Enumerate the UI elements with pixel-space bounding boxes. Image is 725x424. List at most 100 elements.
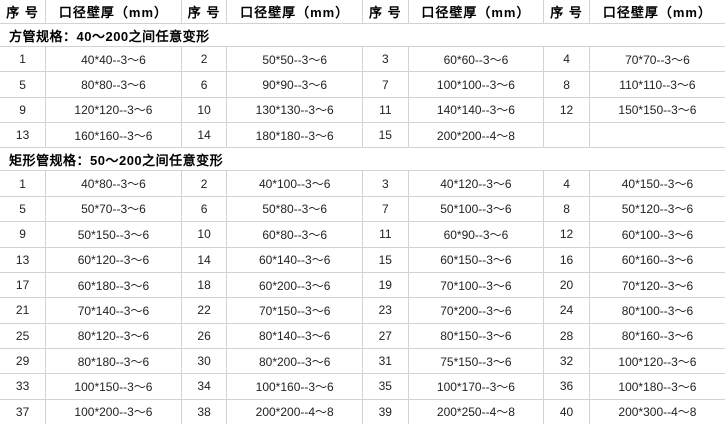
spec-cell: 200*300--4～8 [588, 398, 725, 424]
serial-cell: 14 [180, 122, 228, 149]
serial-cell: 9 [0, 96, 47, 124]
serial-cell: 8 [543, 195, 590, 223]
serial-cell: 12 [543, 96, 590, 124]
spec-cell: 50*80--3～6 [226, 195, 363, 223]
serial-cell: 2 [180, 45, 228, 73]
section-title: 矩形管规格：50～200之间任意变形 [0, 147, 725, 172]
spec-cell: 75*150--3～6 [407, 347, 545, 375]
spec-cell: 40*80--3～6 [45, 170, 182, 197]
serial-cell: 23 [361, 297, 409, 324]
serial-cell: 37 [0, 398, 47, 424]
serial-cell: 28 [543, 322, 590, 349]
serial-cell: 29 [0, 347, 47, 375]
spec-cell: 100*100--3～6 [407, 71, 545, 98]
table-row: 5 80*80--3～6 6 90*90--3～6 7 100*100--3～6 8 110*… [0, 71, 725, 98]
serial-cell: 9 [0, 221, 47, 248]
serial-cell: 11 [361, 221, 409, 248]
spec-cell: 80*150--3～6 [407, 322, 545, 349]
section-title: 方管规格：40～200之间任意变形 [0, 23, 725, 47]
serial-cell: 1 [0, 170, 47, 197]
serial-cell: 34 [180, 373, 228, 400]
serial-cell: 14 [180, 246, 228, 273]
spec-cell: 50*50--3～6 [226, 45, 363, 73]
serial-cell: 6 [180, 71, 228, 98]
serial-cell: 18 [180, 271, 228, 299]
table-row: 5 50*70--3～6 6 50*80--3～6 7 50*100--3～6 8 50*12… [0, 195, 725, 223]
serial-cell: 25 [0, 322, 47, 349]
spec-cell: 70*100--3～6 [407, 271, 545, 299]
column-header-spec: 口径壁厚（mm） [226, 0, 363, 24]
serial-cell: 32 [543, 347, 590, 375]
table-row: 25 80*120--3～6 26 80*140--3～6 27 80*150--3～6 2… [0, 322, 725, 349]
spec-cell: 130*130--3～6 [226, 96, 363, 124]
spec-cell: 100*160--3～6 [226, 373, 363, 400]
spec-cell: 50*120--3～6 [588, 195, 725, 223]
spec-cell: 200*200--4～8 [226, 398, 363, 424]
serial-cell: 40 [543, 398, 590, 424]
spec-cell: 100*120--3～6 [588, 347, 725, 375]
spec-cell: 70*120--3～6 [588, 271, 725, 299]
serial-cell: 11 [361, 96, 409, 124]
serial-cell: 10 [180, 96, 228, 124]
spec-cell [588, 122, 725, 149]
spec-cell: 100*180--3～6 [588, 373, 725, 400]
serial-cell: 26 [180, 322, 228, 349]
spec-cell: 60*140--3～6 [226, 246, 363, 273]
serial-cell: 3 [361, 170, 409, 197]
spec-cell: 80*120--3～6 [45, 322, 182, 349]
serial-cell: 4 [543, 45, 590, 73]
spec-cell: 110*110--3～6 [588, 71, 725, 98]
spec-cell: 60*100--3～6 [588, 221, 725, 248]
table-row: 21 70*140--3～6 22 70*150--3～6 23 70*200--3～6 2… [0, 297, 725, 324]
spec-cell: 120*120--3～6 [45, 96, 182, 124]
column-header-serial: 序 号 [180, 0, 228, 24]
section-title-row: 方管规格：40～200之间任意变形 [0, 23, 725, 47]
header-row: 序 号口径壁厚（mm）序 号口径壁厚（mm）序 号口径壁厚（mm）序 号口径壁厚… [0, 0, 725, 24]
spec-cell: 90*90--3～6 [226, 71, 363, 98]
spec-cell: 70*150--3～6 [226, 297, 363, 324]
spec-cell: 100*170--3～6 [407, 373, 545, 400]
column-header-serial: 序 号 [543, 0, 590, 24]
table-row: 13 60*120--3～6 14 60*140--3～6 15 60*150--3～6 1… [0, 246, 725, 273]
serial-cell: 10 [180, 221, 228, 248]
table-row: 9 50*150--3～6 10 60*80--3～6 11 60*90--3～6 12 60… [0, 221, 725, 248]
serial-cell: 17 [0, 271, 47, 299]
serial-cell: 16 [543, 246, 590, 273]
spec-cell: 40*100--3～6 [226, 170, 363, 197]
serial-cell: 19 [361, 271, 409, 299]
table-row: 37 100*200--3～6 38 200*200--4～8 39 200*250--4… [0, 398, 725, 424]
spec-cell: 200*200--4～8 [407, 122, 545, 149]
spec-cell: 160*160--3～6 [45, 122, 182, 149]
serial-cell: 1 [0, 45, 47, 73]
spec-cell: 60*160--3～6 [588, 246, 725, 273]
spec-cell: 50*70--3～6 [45, 195, 182, 223]
serial-cell: 35 [361, 373, 409, 400]
column-header-spec: 口径壁厚（mm） [407, 0, 545, 24]
serial-cell: 5 [0, 71, 47, 98]
spec-cell: 100*150--3～6 [45, 373, 182, 400]
spec-cell: 80*160--3～6 [588, 322, 725, 349]
serial-cell: 13 [0, 122, 47, 149]
spec-cell: 60*180--3～6 [45, 271, 182, 299]
serial-cell: 3 [361, 45, 409, 73]
section-title-row: 矩形管规格：50～200之间任意变形 [0, 147, 725, 172]
serial-cell: 8 [543, 71, 590, 98]
table-row: 13 160*160--3～6 14 180*180--3～6 15 200*200--4… [0, 122, 725, 149]
spec-cell: 60*120--3～6 [45, 246, 182, 273]
serial-cell: 21 [0, 297, 47, 324]
spec-cell: 70*70--3～6 [588, 45, 725, 73]
spec-cell: 60*80--3～6 [226, 221, 363, 248]
serial-cell: 7 [361, 195, 409, 223]
spec-cell: 60*60--3～6 [407, 45, 545, 73]
serial-cell: 24 [543, 297, 590, 324]
table-row: 33 100*150--3～6 34 100*160--3～6 35 100*170--3… [0, 373, 725, 400]
serial-cell: 36 [543, 373, 590, 400]
serial-cell: 31 [361, 347, 409, 375]
serial-cell: 30 [180, 347, 228, 375]
spec-cell: 60*200--3～6 [226, 271, 363, 299]
serial-cell: 5 [0, 195, 47, 223]
serial-cell: 6 [180, 195, 228, 223]
serial-cell: 15 [361, 246, 409, 273]
spec-cell: 140*140--3～6 [407, 96, 545, 124]
